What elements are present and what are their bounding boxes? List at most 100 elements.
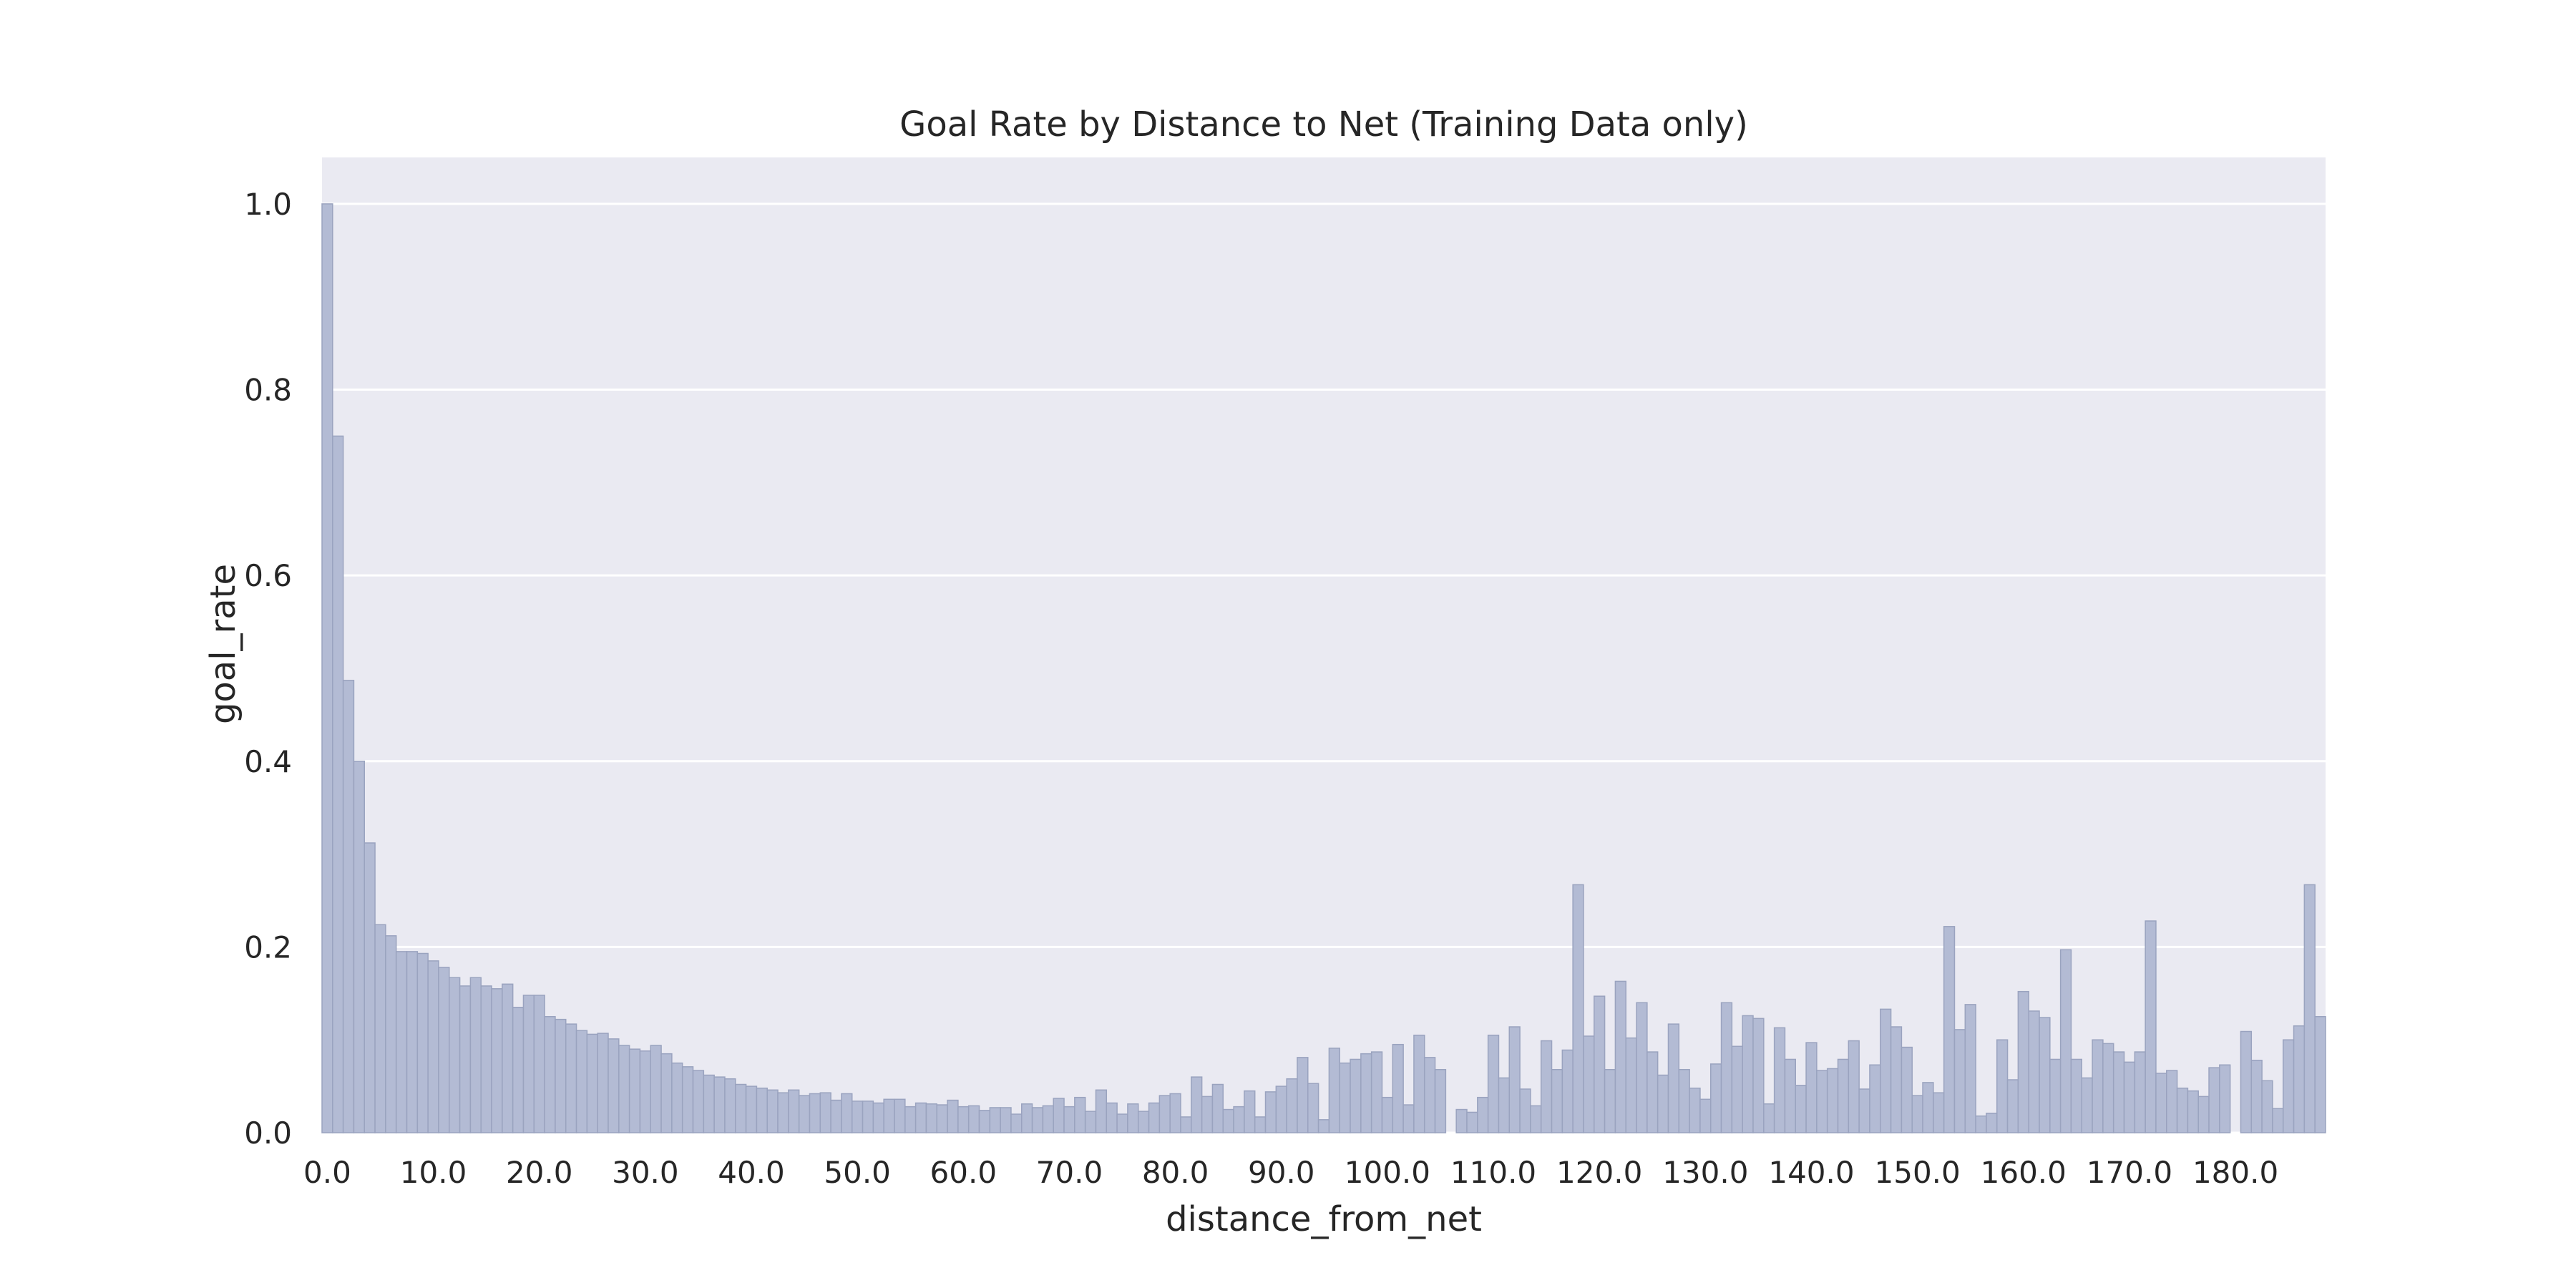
bar — [522, 995, 535, 1133]
bar — [1455, 1108, 1468, 1133]
bar — [1370, 1051, 1383, 1133]
bar — [735, 1083, 747, 1133]
bar — [862, 1101, 874, 1133]
bar — [449, 977, 461, 1133]
bar — [1805, 1042, 1818, 1133]
bar — [374, 924, 386, 1133]
bar — [1201, 1096, 1214, 1133]
bar — [1339, 1062, 1351, 1133]
plot-area — [322, 157, 2326, 1133]
bar — [1148, 1102, 1161, 1133]
bar — [1434, 1068, 1447, 1133]
bar — [1402, 1104, 1415, 1133]
bar — [1477, 1096, 1489, 1133]
x-tick-label: 20.0 — [506, 1155, 573, 1190]
x-axis-label: distance_from_net — [1166, 1199, 1482, 1239]
bar — [841, 1093, 853, 1133]
x-tick-label: 120.0 — [1556, 1155, 1642, 1190]
bar — [628, 1048, 641, 1133]
bar — [1350, 1058, 1362, 1133]
bar — [1031, 1107, 1044, 1133]
bar — [1922, 1082, 1934, 1133]
x-tick-label: 30.0 — [612, 1155, 679, 1190]
bar — [2112, 1051, 2125, 1133]
bar — [1530, 1105, 1542, 1133]
bar — [544, 1015, 556, 1133]
bar — [2187, 1090, 2199, 1133]
bar — [1063, 1106, 1075, 1133]
bar — [2102, 1043, 2114, 1133]
bar — [2250, 1059, 2263, 1133]
bar — [639, 1050, 652, 1133]
bar — [692, 1070, 705, 1133]
bar — [883, 1098, 895, 1133]
bar — [1084, 1111, 1097, 1133]
x-tick-label: 60.0 — [930, 1155, 997, 1190]
bar — [1392, 1043, 1404, 1133]
bar — [1169, 1093, 1181, 1133]
bar — [1614, 980, 1626, 1133]
bar — [1010, 1113, 1023, 1133]
bar — [1317, 1119, 1330, 1133]
bar — [671, 1062, 683, 1133]
bar — [1551, 1068, 1563, 1133]
bar — [766, 1089, 779, 1133]
bar — [756, 1087, 768, 1133]
bar — [1636, 1002, 1648, 1133]
bar — [2070, 1058, 2083, 1133]
bar — [660, 1053, 673, 1133]
bar — [1720, 1002, 1733, 1133]
bar — [894, 1098, 906, 1133]
bar — [1763, 1103, 1775, 1133]
bar — [777, 1092, 789, 1133]
bar — [925, 1103, 938, 1133]
bar — [798, 1095, 811, 1133]
bar — [2197, 1096, 2210, 1133]
y-tick-label: 0.4 — [244, 744, 292, 779]
bar — [2017, 990, 2029, 1133]
bar — [2155, 1073, 2167, 1133]
bar — [533, 995, 545, 1133]
bar — [1074, 1096, 1086, 1133]
bar — [1858, 1088, 1870, 1133]
bar — [512, 1007, 525, 1133]
bar — [618, 1045, 630, 1133]
bar — [1731, 1045, 1743, 1133]
x-tick-label: 140.0 — [1768, 1155, 1854, 1190]
bar — [1244, 1090, 1256, 1133]
bar — [1604, 1068, 1616, 1133]
x-tick-label: 110.0 — [1450, 1155, 1536, 1190]
bar — [1211, 1083, 1224, 1133]
bar — [1423, 1057, 1436, 1133]
bar — [936, 1104, 948, 1133]
bar — [1466, 1111, 1478, 1133]
bar — [1328, 1048, 1340, 1133]
bar — [469, 977, 482, 1133]
bar — [1964, 1004, 1976, 1133]
bar — [872, 1102, 884, 1133]
x-tick-label: 40.0 — [718, 1155, 785, 1190]
bar — [1667, 1023, 1680, 1133]
x-tick-label: 0.0 — [303, 1155, 351, 1190]
bar — [502, 983, 514, 1133]
bar — [1540, 1040, 1553, 1133]
bar — [427, 960, 439, 1133]
bar — [1848, 1040, 1860, 1133]
bar — [1275, 1085, 1287, 1133]
bar — [2081, 1077, 2093, 1133]
bar — [1116, 1113, 1128, 1133]
bar — [2272, 1108, 2284, 1133]
bar — [904, 1106, 917, 1133]
bar — [2166, 1070, 2178, 1133]
bar — [1127, 1103, 1139, 1133]
bar — [788, 1089, 800, 1133]
bar — [713, 1076, 726, 1133]
bar — [1106, 1102, 1118, 1133]
bar — [745, 1085, 758, 1133]
bar — [1413, 1034, 1425, 1133]
bar — [1646, 1051, 1659, 1133]
bar — [967, 1105, 980, 1133]
bar — [1699, 1098, 1712, 1133]
x-axis-ticks: 0.0 10.0 20.0 30.0 40.0 50.0 60.0 70.0 80.0 90.0 1… — [303, 1155, 2278, 1190]
